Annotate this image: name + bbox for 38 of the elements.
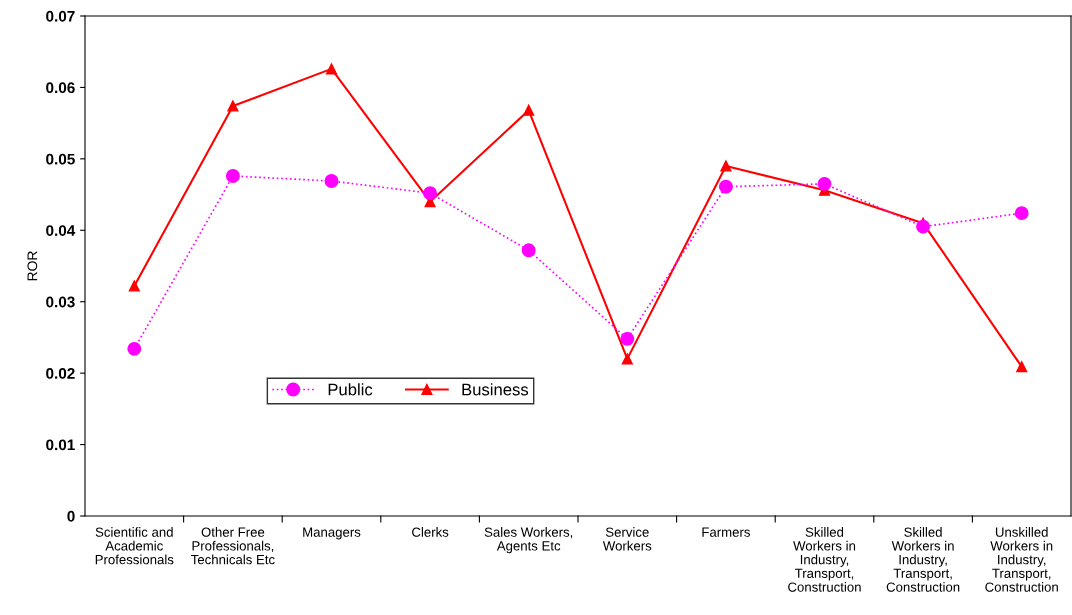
- point: [621, 353, 633, 365]
- point: [127, 341, 142, 356]
- y-tick-label: 0: [67, 510, 75, 522]
- point: [324, 174, 339, 188]
- x-tick-label: Other Free Professionals, Technicals Etc: [191, 527, 275, 565]
- point: [718, 179, 733, 194]
- y-tick-label: 0.07: [46, 10, 75, 22]
- point: [423, 186, 438, 201]
- point: [521, 243, 536, 258]
- y-axis-title: ROR: [27, 251, 38, 281]
- point: [1016, 361, 1028, 373]
- point: [720, 160, 732, 172]
- legend-label: Public: [328, 383, 373, 396]
- y-tick-label: 0.06: [46, 82, 75, 94]
- point: [128, 280, 140, 292]
- x-tick-label: Farmers: [702, 527, 750, 537]
- point: [817, 176, 832, 191]
- x-tick-label: Scientific and Academic Professionals: [95, 527, 174, 565]
- x-tick-label: Unskilled Workers in Industry, Transport, Construction: [985, 527, 1058, 592]
- x-tick-label: Managers: [303, 527, 361, 540]
- y-tick-label: 0.03: [46, 296, 75, 308]
- y-tick-label: 0.02: [46, 368, 75, 379]
- y-tick-label: 0.05: [46, 153, 75, 165]
- point: [227, 100, 239, 112]
- point: [225, 169, 240, 183]
- point: [620, 331, 635, 346]
- y-tick-label: 0.01: [46, 439, 75, 451]
- legend-label: Business: [462, 383, 529, 396]
- point: [325, 63, 338, 75]
- x-tick-label: Clerks: [412, 527, 449, 537]
- x-tick-label: Sales Workers, Agents Etc: [484, 527, 573, 554]
- x-tick-label: Skilled Workers in Industry, Transport, Construction: [788, 527, 861, 592]
- point: [1014, 206, 1029, 221]
- point: [523, 104, 535, 116]
- x-tick-label: Service Workers: [602, 527, 652, 551]
- point: [916, 219, 931, 234]
- x-tick-label: Skilled Workers in Industry, Transport, Construction: [886, 527, 960, 592]
- y-tick-label: 0.04: [46, 225, 76, 236]
